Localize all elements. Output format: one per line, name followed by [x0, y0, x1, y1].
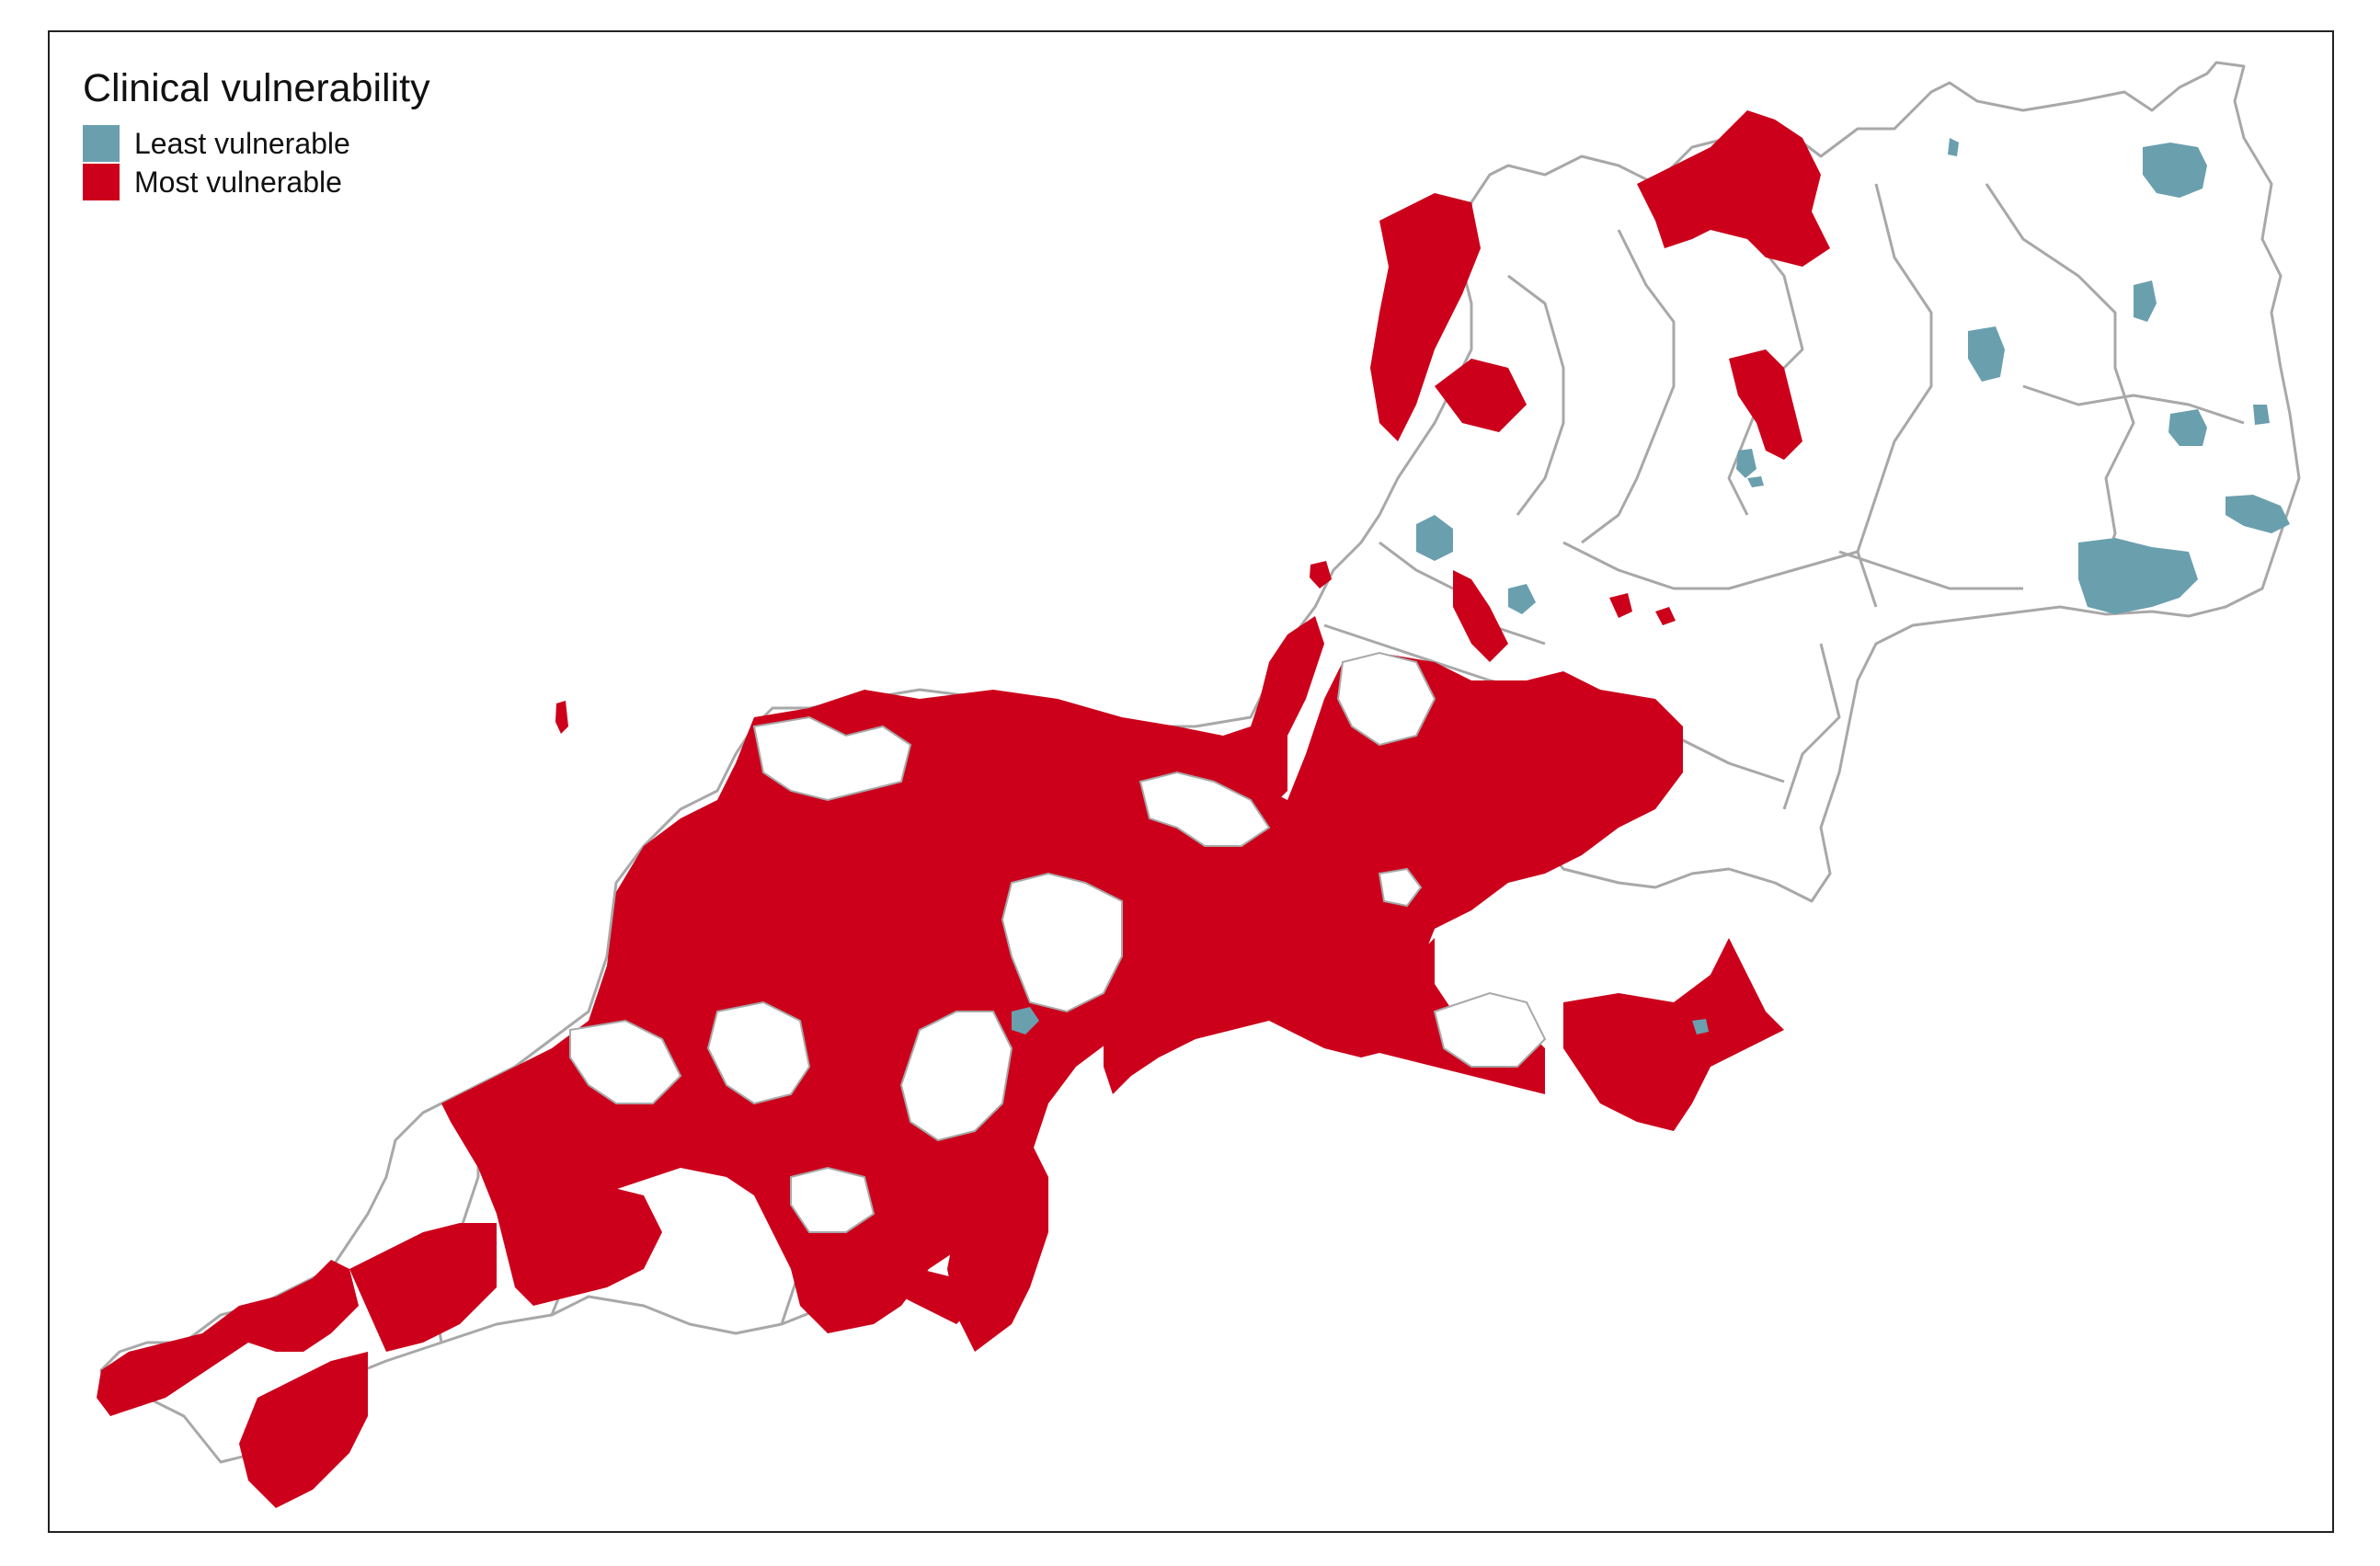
- mv-devon-south: [772, 1232, 975, 1324]
- lv-mid-4: [1747, 476, 1764, 487]
- lv-east-1: [2134, 280, 2157, 322]
- most-vulnerable-areas: [97, 110, 1830, 1508]
- hole-9: [1378, 867, 1423, 908]
- lv-mid-3: [1736, 449, 1756, 478]
- hole-6: [1139, 771, 1271, 847]
- least-vulnerable-areas: [1012, 138, 2290, 1034]
- mv-devon-coast: [947, 1140, 1048, 1352]
- mv-islet-1: [555, 701, 568, 734]
- legend-label-most: Most vulnerable: [134, 165, 342, 199]
- unshaded-holes: [569, 651, 1547, 1233]
- lv-northeast-1: [2143, 143, 2207, 198]
- mv-north-somerset: [1370, 193, 1481, 441]
- hole-8: [1433, 991, 1547, 1068]
- hole-7: [1336, 651, 1436, 747]
- legend-item-most: Most vulnerable: [83, 163, 430, 201]
- hole-4: [569, 1019, 682, 1104]
- legend-title: Clinical vulnerability: [83, 66, 430, 110]
- mv-islet-3: [1609, 593, 1632, 618]
- lv-east-4: [2253, 405, 2270, 425]
- legend-label-least: Least vulnerable: [134, 126, 350, 160]
- hole-1: [752, 715, 912, 802]
- lv-east-5: [2226, 495, 2290, 533]
- mv-south-west-main: [441, 616, 1324, 1333]
- hole-10: [790, 1166, 875, 1233]
- mv-east-dorset: [1563, 938, 1784, 1131]
- mv-cornwall-west: [97, 1260, 359, 1416]
- mv-cornwall-south: [239, 1352, 368, 1508]
- mv-bristol-area: [1435, 359, 1527, 432]
- mv-wiltshire: [1729, 349, 1802, 460]
- mv-islet-4: [1655, 607, 1676, 625]
- legend-item-least: Least vulnerable: [83, 124, 430, 163]
- mv-plymouth-area: [497, 1186, 662, 1306]
- lv-south-2: [1692, 1019, 1709, 1034]
- mv-dorset-north: [1453, 570, 1508, 662]
- lv-east-2: [1968, 326, 2005, 382]
- hole-2: [1001, 872, 1123, 1013]
- lv-mid-2: [1508, 584, 1536, 614]
- mv-cornwall-mid: [349, 1223, 497, 1352]
- mv-north: [1637, 110, 1830, 267]
- legend-swatch-most: [83, 164, 120, 201]
- lv-northeast-2: [1948, 138, 1959, 156]
- hole-5: [899, 1011, 1013, 1142]
- lv-southeast-large: [2078, 538, 2198, 614]
- hole-3: [706, 1000, 811, 1105]
- lv-south-1: [1012, 1007, 1039, 1034]
- lv-east-3: [2168, 409, 2207, 446]
- lv-mid-1: [1416, 515, 1453, 561]
- legend: Clinical vulnerability Least vulnerable …: [83, 66, 430, 201]
- mv-islet-2: [1310, 561, 1332, 589]
- legend-swatch-least: [83, 125, 120, 163]
